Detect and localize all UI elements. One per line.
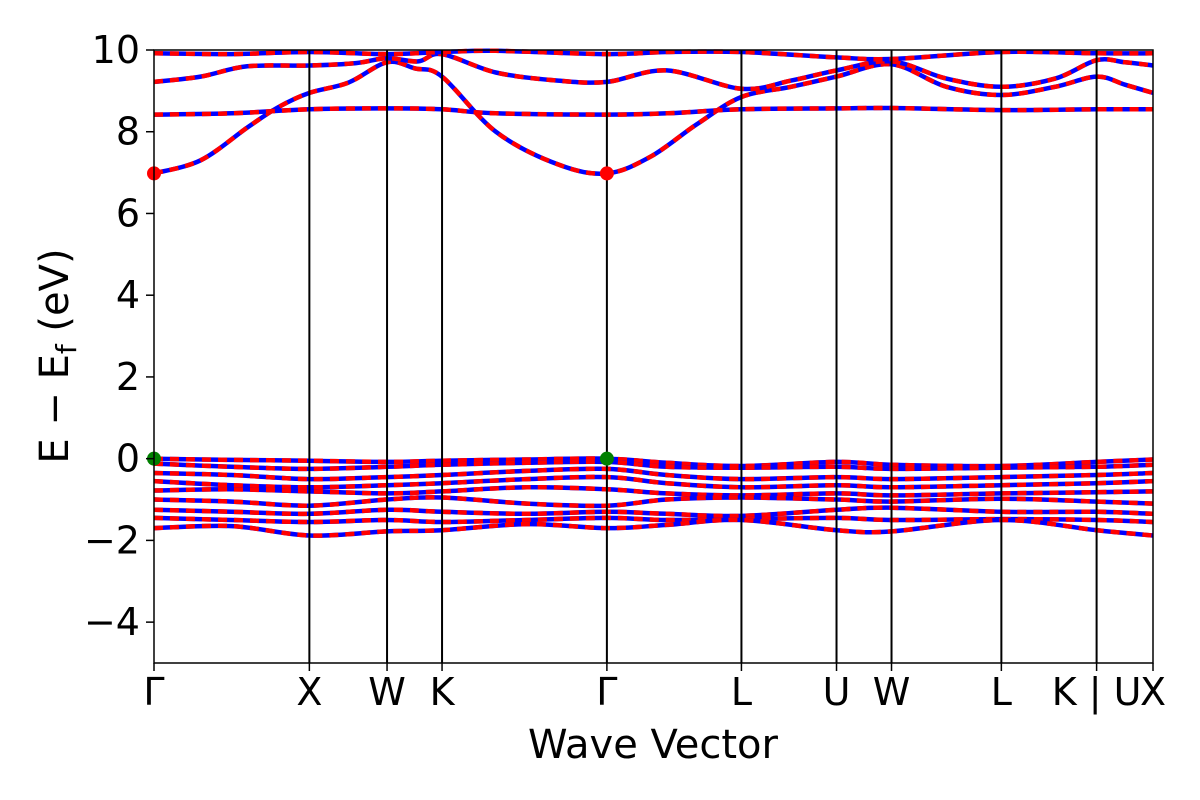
- conduction-band-3-spin-down: [153, 51, 1154, 92]
- y-tick-label-7: 10: [92, 28, 140, 72]
- band-edge-markers: [147, 166, 614, 466]
- valence-band-4-spin-up: [153, 474, 1154, 490]
- conduction-band-4-spin-up: [153, 48, 1154, 62]
- y-tick-label-1: −2: [84, 518, 140, 562]
- valence-band-9-spin-up: [153, 517, 1154, 538]
- y-axis-ticks: −4 −2 0 2 4 6 8 10: [84, 28, 154, 644]
- x-tick-label-2: W: [368, 670, 406, 714]
- x-tick-label-7: W: [873, 670, 911, 714]
- vbm-marker-2: [599, 451, 614, 466]
- valence-band-5-spin-up: [153, 484, 1154, 498]
- conduction-band-2-spin-up: [153, 105, 1154, 117]
- x-tick-label-0: Γ: [143, 670, 164, 714]
- valence-band-7-spin-up: [153, 505, 1154, 519]
- y-tick-label-4: 4: [116, 273, 140, 317]
- high-symmetry-lines: [308, 50, 1098, 663]
- valence-band-6-spin-up: [153, 495, 1154, 509]
- x-tick-label-8: L: [991, 670, 1012, 714]
- y-axis-label-sub: f: [50, 343, 83, 354]
- x-axis-label: Wave Vector: [528, 722, 779, 768]
- bands-layer: [153, 48, 1154, 538]
- x-tick-label-4: Γ: [596, 670, 617, 714]
- x-tick-label-6: U: [823, 670, 851, 714]
- conduction-band-1-spin-up: [153, 59, 1154, 176]
- x-tick-label-3: K: [430, 670, 456, 714]
- y-tick-label-2: 0: [116, 437, 140, 481]
- y-axis-label-main: E − E: [32, 354, 78, 464]
- y-axis-label: E − Ef (eV): [32, 248, 83, 463]
- y-tick-label-3: 2: [116, 355, 140, 399]
- x-tick-label-1: X: [296, 670, 322, 714]
- x-tick-label-5: L: [731, 670, 752, 714]
- valence-band-3-spin-up: [153, 466, 1154, 482]
- y-axis-label-unit: (eV): [32, 248, 78, 344]
- x-tick-label-10: X: [1140, 670, 1166, 714]
- cbm-marker-2: [599, 166, 614, 181]
- plot-frame: [153, 49, 1154, 664]
- y-tick-label-6: 8: [116, 110, 140, 154]
- y-tick-label-0: −4: [84, 600, 140, 644]
- conduction-band-3-spin-up: [153, 51, 1154, 92]
- valence-band-2-spin-up: [153, 459, 1154, 472]
- y-tick-label-5: 6: [116, 191, 140, 235]
- x-tick-label-9: K | U: [1052, 670, 1142, 715]
